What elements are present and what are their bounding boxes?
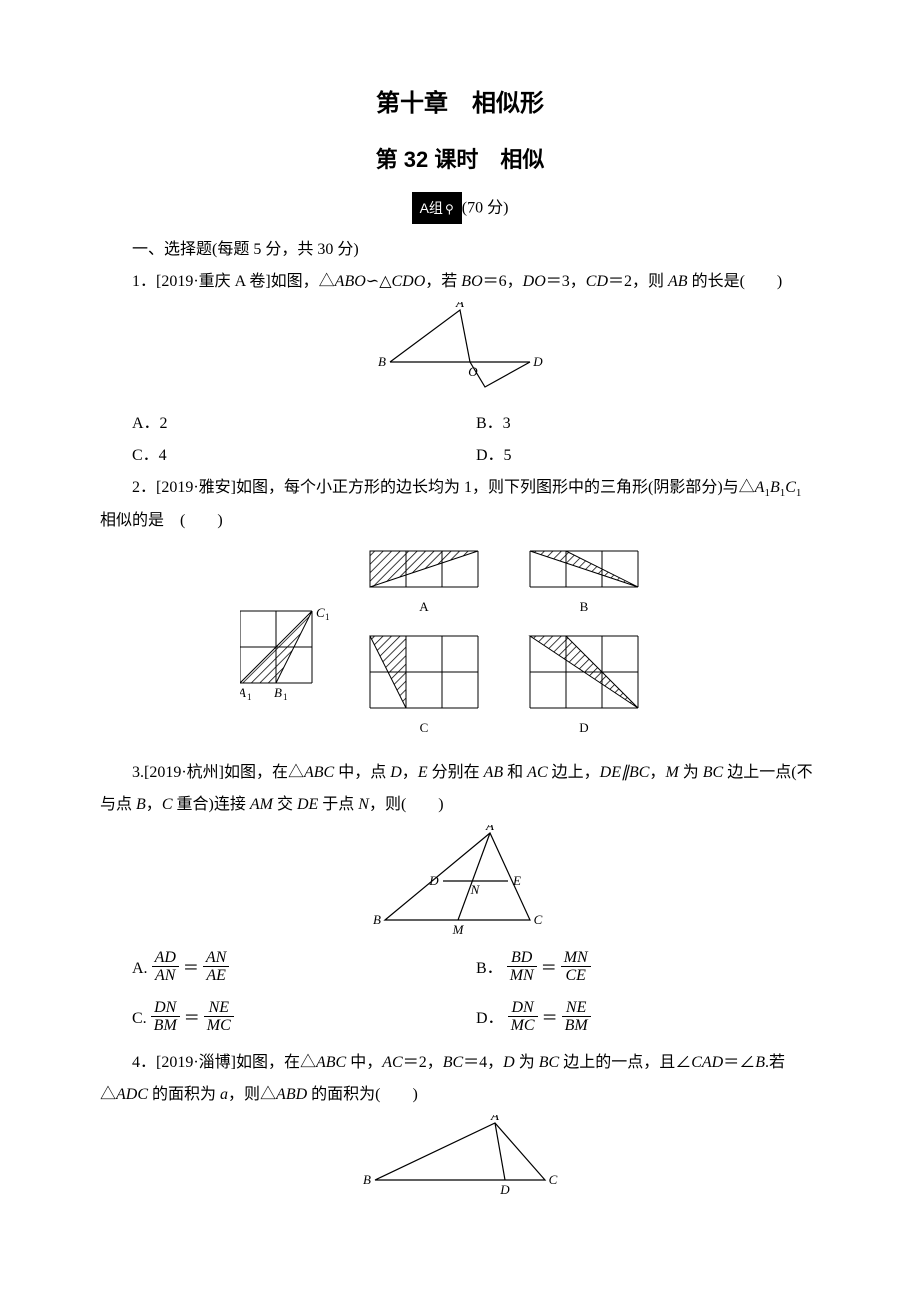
q1-optB: B．3	[476, 408, 820, 440]
question-4: 4．[2019·淄博]如图，在△ABC 中，AC＝2，BC＝4，D 为 BC 边…	[100, 1047, 820, 1111]
svg-text:A: A	[240, 685, 246, 700]
svg-text:1: 1	[247, 692, 252, 702]
group-badge: A组⚲	[412, 192, 462, 224]
svg-text:N: N	[470, 882, 481, 897]
q3-optD: D． DNMC ＝ NEBM	[476, 1001, 820, 1037]
group-line: A组⚲(70 分)	[100, 192, 820, 224]
lesson-title: 第 32 课时 相似	[100, 138, 820, 182]
q1-optC: C．4	[132, 440, 476, 472]
q1-optD: D．5	[476, 440, 820, 472]
svg-text:B: B	[378, 354, 386, 369]
svg-text:1: 1	[325, 612, 330, 622]
svg-text:A: A	[455, 302, 464, 310]
q4-figure: A B C D	[100, 1115, 820, 1207]
svg-text:A: A	[490, 1115, 499, 1123]
q3-figure: A B C D E M N	[100, 825, 820, 947]
q3-optB: B． BDMN ＝ MNCE	[476, 951, 820, 987]
svg-text:C: C	[316, 605, 325, 620]
svg-text:M: M	[452, 922, 465, 935]
svg-text:C: C	[549, 1172, 558, 1187]
magnifier-icon: ⚲	[445, 197, 454, 221]
question-2: 2．[2019·雅安]如图，每个小正方形的边长均为 1，则下列图形中的三角形(阴…	[100, 472, 820, 536]
group-score: (70 分)	[462, 199, 509, 216]
q1-options: A．2 B．3 C．4 D．5	[132, 408, 820, 472]
svg-text:E: E	[512, 873, 521, 888]
svg-text:C: C	[481, 389, 490, 392]
svg-text:B: B	[580, 599, 589, 614]
svg-text:C: C	[420, 720, 429, 735]
svg-text:B: B	[373, 912, 381, 927]
chapter-title: 第十章 相似形	[100, 80, 820, 128]
q3-optC: C. DNBM ＝ NEMC	[132, 1001, 476, 1037]
svg-text:C: C	[534, 912, 543, 927]
svg-text:D: D	[428, 873, 439, 888]
svg-text:D: D	[532, 354, 543, 369]
q2-figure: A1B1C1ABCD	[100, 541, 820, 753]
q1-figure: A B D O C	[100, 302, 820, 404]
question-1: 1．[2019·重庆 A 卷]如图，△ABO∽△CDO，若 BO＝6，DO＝3，…	[100, 266, 820, 298]
svg-text:A: A	[485, 825, 494, 833]
q3-optA: A. ADAN ＝ ANAE	[132, 951, 476, 987]
section-heading: 一、选择题(每题 5 分，共 30 分)	[100, 234, 820, 266]
svg-text:D: D	[499, 1182, 510, 1195]
svg-text:1: 1	[283, 692, 288, 702]
question-3: 3.[2019·杭州]如图，在△ABC 中，点 D，E 分别在 AB 和 AC …	[100, 757, 820, 821]
svg-text:B: B	[274, 685, 282, 700]
q3-options: A. ADAN ＝ ANAE B． BDMN ＝ MNCE C. DNBM ＝ …	[132, 951, 820, 1037]
svg-text:D: D	[579, 720, 588, 735]
svg-text:B: B	[363, 1172, 371, 1187]
svg-text:A: A	[419, 599, 429, 614]
svg-text:O: O	[468, 364, 478, 379]
q1-optA: A．2	[132, 408, 476, 440]
